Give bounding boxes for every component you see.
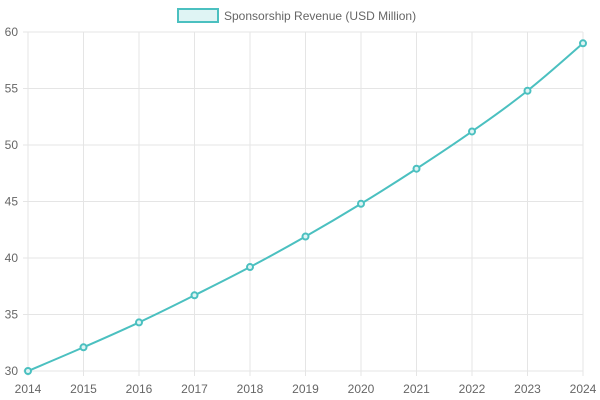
y-tick-label: 40 bbox=[5, 251, 19, 265]
x-tick-label: 2014 bbox=[15, 382, 42, 396]
data-point[interactable] bbox=[579, 39, 587, 48]
series-line bbox=[27, 42, 584, 372]
y-axis: 30 35 40 45 50 55 60 bbox=[5, 25, 19, 378]
y-tick-label: 35 bbox=[5, 308, 19, 322]
x-tick-label: 2020 bbox=[348, 382, 375, 396]
x-tick-label: 2022 bbox=[459, 382, 486, 396]
x-tick-label: 2018 bbox=[237, 382, 264, 396]
data-point[interactable] bbox=[190, 291, 199, 300]
y-tick-label: 55 bbox=[5, 82, 19, 96]
x-tick-label: 2021 bbox=[403, 382, 430, 396]
data-point[interactable] bbox=[468, 127, 476, 136]
y-tick-label: 45 bbox=[5, 195, 19, 209]
data-point[interactable] bbox=[301, 232, 310, 241]
series bbox=[24, 39, 587, 375]
y-tick-label: 30 bbox=[5, 364, 19, 378]
x-tick-label: 2024 bbox=[570, 382, 597, 396]
data-point[interactable] bbox=[523, 86, 532, 95]
x-tick-label: 2017 bbox=[181, 382, 208, 396]
data-point[interactable] bbox=[412, 164, 421, 173]
data-point[interactable] bbox=[135, 318, 143, 327]
y-tick-label: 50 bbox=[5, 138, 19, 152]
x-tick-label: 2016 bbox=[126, 382, 153, 396]
legend-label: Sponsorship Revenue (USD Million) bbox=[224, 9, 416, 23]
x-tick-label: 2023 bbox=[514, 382, 541, 396]
y-tick-label: 60 bbox=[5, 25, 19, 39]
x-tick-label: 2015 bbox=[70, 382, 97, 396]
grid bbox=[23, 31, 584, 376]
data-point[interactable] bbox=[246, 263, 254, 272]
data-point[interactable] bbox=[79, 343, 88, 352]
legend-swatch bbox=[177, 8, 219, 23]
x-axis: 2014 2015 2016 2017 2018 2019 2020 2021 2022 2023… bbox=[15, 382, 597, 396]
legend[interactable]: Sponsorship Revenue (USD Million) bbox=[177, 8, 416, 23]
data-point[interactable] bbox=[357, 199, 365, 208]
data-point[interactable] bbox=[24, 367, 32, 375]
x-tick-label: 2019 bbox=[292, 382, 319, 396]
